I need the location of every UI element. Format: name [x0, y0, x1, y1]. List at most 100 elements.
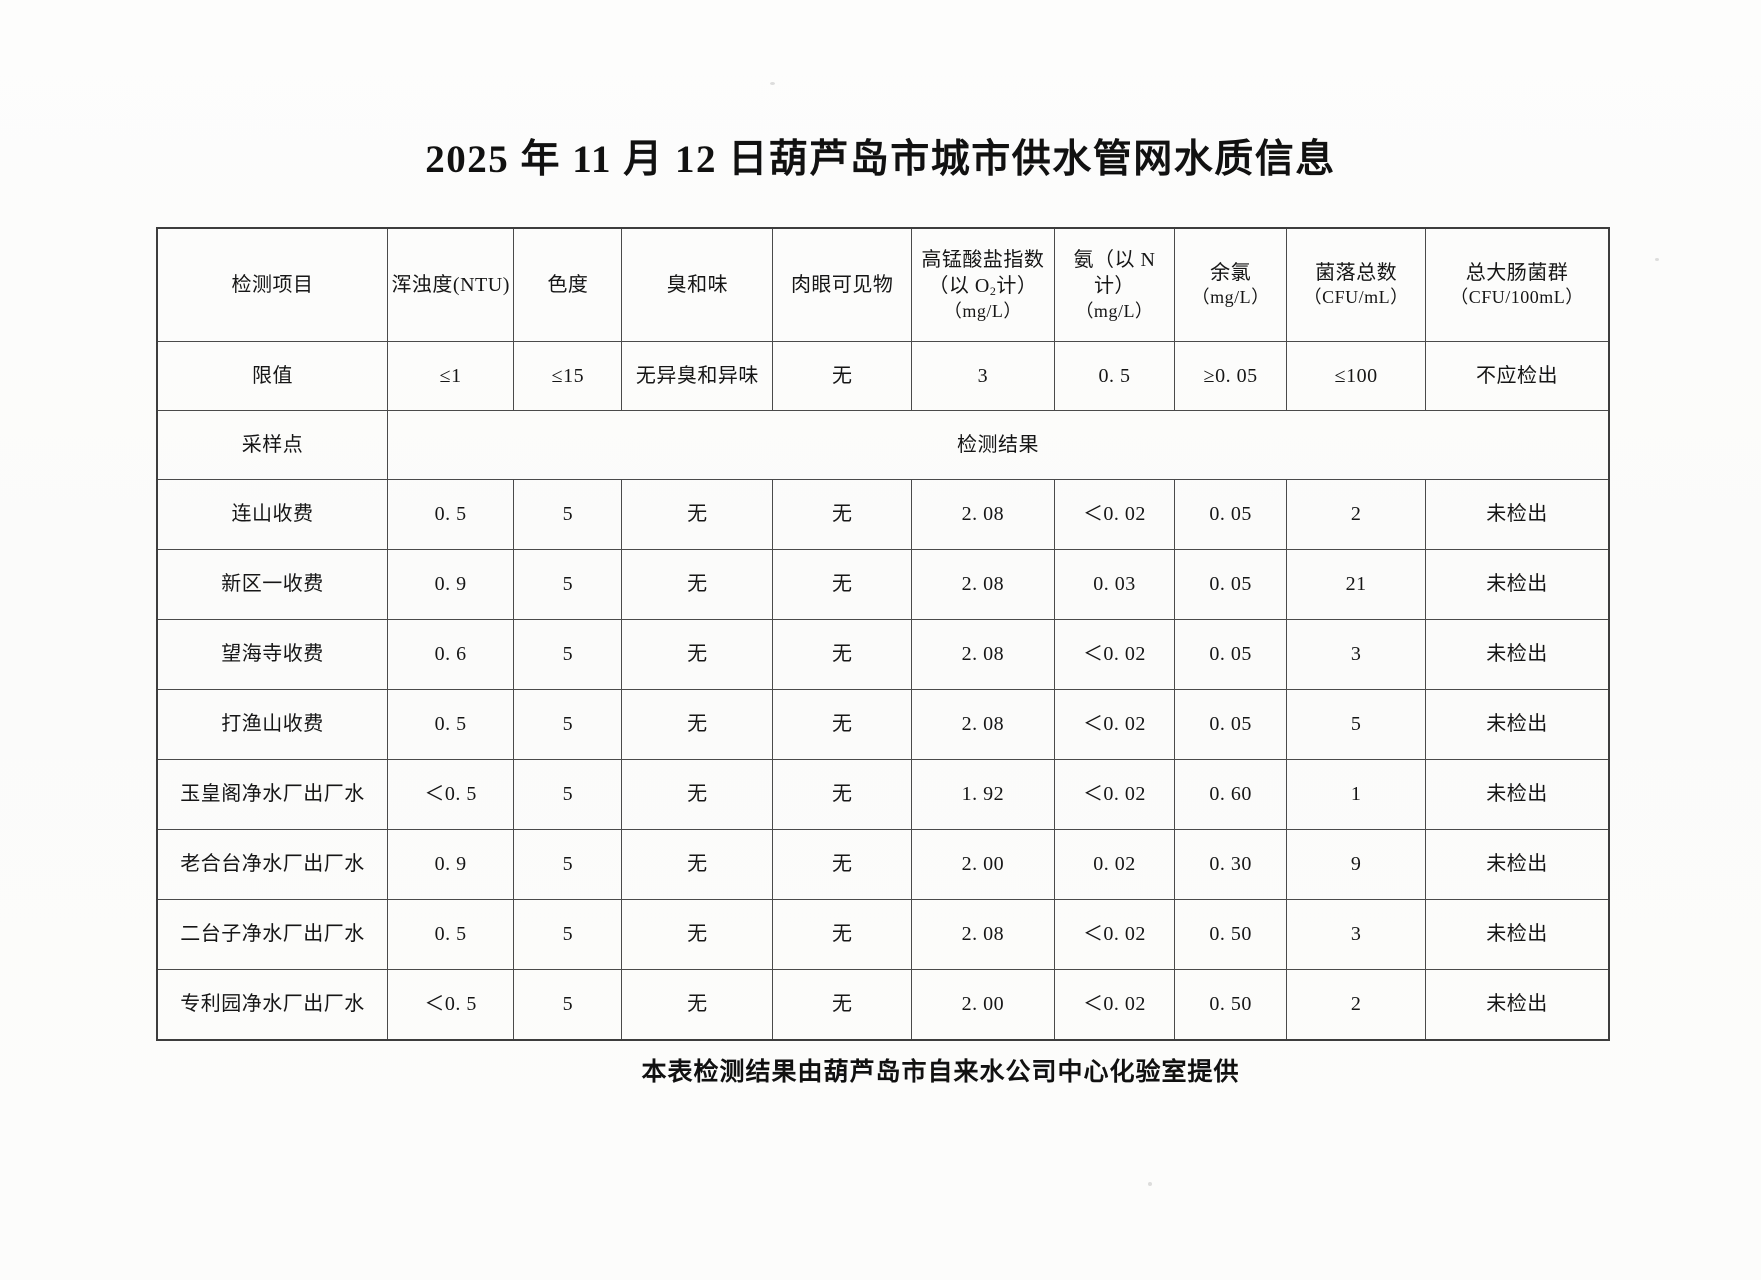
cell-turbidity: 0. 5 [386, 479, 515, 550]
cell-total-coliform: 未检出 [1424, 759, 1610, 830]
limit-odor: 无异臭和异味 [621, 341, 774, 411]
cell-visible-matter: 无 [772, 759, 913, 830]
cell-visible-matter: 无 [772, 689, 913, 760]
cell-odor: 无 [621, 479, 774, 550]
water-quality-table-container: 检测项目 浑浊度(NTU) 色度 臭和味 肉眼可见物 高锰酸盐指数 （以 O2计… [156, 227, 1610, 1041]
cell-visible-matter: 无 [772, 829, 913, 900]
limit-row: 限值 ≤1 ≤15 无异臭和异味 无 3 0. 5 ≥0. 05 ≤100 不应… [156, 341, 1610, 411]
table-row: 连山收费 0. 5 5 无 无 2. 08 ＜0. 02 0. 05 2 未检出 [156, 479, 1610, 550]
table-row: 望海寺收费 0. 6 5 无 无 2. 08 ＜0. 02 0. 05 3 未检… [156, 619, 1610, 690]
sample-point-label: 采样点 [156, 410, 388, 480]
header-permanganate-unit: （mg/L） [943, 300, 1022, 321]
cell-colony-count: 1 [1286, 759, 1426, 830]
cell-colony-count: 2 [1286, 969, 1426, 1041]
cell-turbidity: ＜0. 5 [386, 969, 515, 1041]
cell-turbidity: ＜0. 5 [386, 759, 515, 830]
table-row: 打渔山收费 0. 5 5 无 无 2. 08 ＜0. 02 0. 05 5 未检… [156, 689, 1610, 760]
cell-residual-chlorine: 0. 05 [1174, 479, 1288, 550]
header-colony-name: 菌落总数 [1315, 261, 1398, 284]
cell-visible-matter: 无 [772, 549, 913, 620]
cell-residual-chlorine: 0. 30 [1174, 829, 1288, 900]
header-residual-chlorine: 余氯 （mg/L） [1174, 227, 1288, 342]
row-site: 望海寺收费 [156, 619, 388, 690]
cell-total-coliform: 未检出 [1424, 619, 1610, 690]
cell-colony-count: 3 [1286, 899, 1426, 970]
cell-chroma: 5 [513, 479, 623, 550]
cell-residual-chlorine: 0. 05 [1174, 549, 1288, 620]
cell-residual-chlorine: 0. 05 [1174, 619, 1288, 690]
table-header-row: 检测项目 浑浊度(NTU) 色度 臭和味 肉眼可见物 高锰酸盐指数 （以 O2计… [156, 227, 1610, 342]
header-chroma: 色度 [513, 227, 623, 342]
scan-speck [770, 82, 775, 85]
cell-ammonia: ＜0. 02 [1053, 689, 1176, 760]
header-visible-matter: 肉眼可见物 [772, 227, 913, 342]
scan-speck [1148, 1182, 1152, 1186]
limit-total-coliform: 不应检出 [1424, 341, 1610, 411]
cell-permanganate: 1. 92 [911, 759, 1055, 830]
cell-permanganate: 2. 00 [911, 969, 1055, 1041]
cell-colony-count: 2 [1286, 479, 1426, 550]
cell-colony-count: 3 [1286, 619, 1426, 690]
cell-total-coliform: 未检出 [1424, 969, 1610, 1041]
limit-label: 限值 [156, 341, 388, 411]
limit-ammonia: 0. 5 [1053, 341, 1176, 411]
cell-total-coliform: 未检出 [1424, 899, 1610, 970]
limit-turbidity: ≤1 [386, 341, 515, 411]
header-permanganate-name: 高锰酸盐指数 [921, 248, 1045, 271]
limit-visible-matter: 无 [772, 341, 913, 411]
water-quality-table: 检测项目 浑浊度(NTU) 色度 臭和味 肉眼可见物 高锰酸盐指数 （以 O2计… [156, 227, 1610, 1041]
cell-ammonia: ＜0. 02 [1053, 899, 1176, 970]
cell-visible-matter: 无 [772, 969, 913, 1041]
cell-visible-matter: 无 [772, 619, 913, 690]
cell-permanganate: 2. 08 [911, 549, 1055, 620]
cell-permanganate: 2. 08 [911, 479, 1055, 550]
cell-permanganate: 2. 08 [911, 899, 1055, 970]
cell-odor: 无 [621, 689, 774, 760]
header-colony-unit: （CFU/mL） [1303, 287, 1409, 308]
cell-ammonia: ＜0. 02 [1053, 969, 1176, 1041]
cell-permanganate: 2. 08 [911, 689, 1055, 760]
header-turbidity: 浑浊度(NTU) [386, 227, 515, 342]
cell-chroma: 5 [513, 899, 623, 970]
cell-permanganate: 2. 08 [911, 619, 1055, 690]
cell-odor: 无 [621, 899, 774, 970]
detection-result-label: 检测结果 [386, 410, 1610, 480]
header-coliform-name: 总大肠菌群 [1465, 261, 1569, 284]
cell-chroma: 5 [513, 759, 623, 830]
cell-chroma: 5 [513, 829, 623, 900]
cell-total-coliform: 未检出 [1424, 829, 1610, 900]
row-site: 二台子净水厂出厂水 [156, 899, 388, 970]
row-site: 打渔山收费 [156, 689, 388, 760]
cell-turbidity: 0. 5 [386, 899, 515, 970]
cell-colony-count: 21 [1286, 549, 1426, 620]
page-title: 2025 年 11 月 12 日葫芦岛市城市供水管网水质信息 [425, 138, 1336, 181]
header-residual-chlorine-unit: （mg/L） [1191, 287, 1270, 308]
row-site: 专利园净水厂出厂水 [156, 969, 388, 1041]
row-site: 新区一收费 [156, 549, 388, 620]
header-total-coliform: 总大肠菌群 （CFU/100mL） [1424, 227, 1610, 342]
cell-ammonia: ＜0. 02 [1053, 479, 1176, 550]
cell-turbidity: 0. 9 [386, 549, 515, 620]
scan-speck [1655, 258, 1659, 261]
header-ammonia-unit: （mg/L） [1075, 300, 1154, 321]
header-permanganate-index: 高锰酸盐指数 （以 O2计） （mg/L） [911, 227, 1055, 342]
cell-turbidity: 0. 9 [386, 829, 515, 900]
cell-chroma: 5 [513, 549, 623, 620]
cell-turbidity: 0. 5 [386, 689, 515, 760]
limit-chroma: ≤15 [513, 341, 623, 411]
cell-odor: 无 [621, 829, 774, 900]
cell-chroma: 5 [513, 689, 623, 760]
row-site: 老合台净水厂出厂水 [156, 829, 388, 900]
cell-residual-chlorine: 0. 50 [1174, 969, 1288, 1041]
cell-chroma: 5 [513, 619, 623, 690]
cell-permanganate: 2. 00 [911, 829, 1055, 900]
header-ammonia-name: 氨（以 N 计） [1073, 248, 1156, 298]
table-row: 玉皇阁净水厂出厂水 ＜0. 5 5 无 无 1. 92 ＜0. 02 0. 60… [156, 759, 1610, 830]
cell-total-coliform: 未检出 [1424, 479, 1610, 550]
cell-turbidity: 0. 6 [386, 619, 515, 690]
table-row: 专利园净水厂出厂水 ＜0. 5 5 无 无 2. 00 ＜0. 02 0. 50… [156, 969, 1610, 1041]
cell-residual-chlorine: 0. 50 [1174, 899, 1288, 970]
cell-odor: 无 [621, 969, 774, 1041]
cell-ammonia: 0. 02 [1053, 829, 1176, 900]
cell-odor: 无 [621, 759, 774, 830]
